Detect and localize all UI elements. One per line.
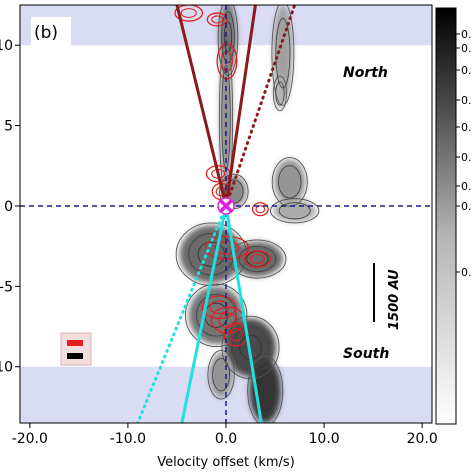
y-tick-label-1: 5 [4,119,13,135]
gray-contour-mid-5 [278,202,311,220]
colorbar-tick-label-7: 0. [461,200,472,213]
red-contour-5 [251,202,269,217]
colorbar-tick-label-4: 0. [461,121,472,134]
legend-swatch-red [67,340,83,346]
red-contour-inner-6 [214,241,240,255]
colorbar-ticks: 0.0.0.0.0.0.0.0.0. [456,28,472,279]
x-axis-label: Velocity offset (km/s) [157,455,295,470]
colorbar-tick-label-8: 0. [461,266,472,279]
red-contour-0 [174,5,204,22]
gray-contour-outer-4 [271,157,308,207]
cyan-solid-line-0 [180,204,228,423]
colorbar-tick-label-2: 0. [461,64,472,77]
colorbar-tick-label-6: 0. [461,180,472,193]
gray-contour-inner-11 [258,376,273,405]
gray-contour-outer-9 [184,283,248,347]
gray-contour-mid-4 [278,165,302,199]
maroon-solid-line-1 [224,5,257,208]
x-tick-label-3: 10.0 [309,431,340,447]
red-contour-inner-0 [180,8,197,19]
red-contour-inner-2 [221,50,233,72]
legend-box [60,332,92,366]
panel-label: (b) [34,23,58,43]
gray-contour-mid-12 [212,358,231,392]
colorbar-tick-label-1: 0. [461,42,472,55]
gray-contour-mid-8 [238,245,277,273]
x-tick-label-0: -20.0 [12,431,48,447]
y-tick-label-0: 10 [0,38,13,54]
colorbar-tick-label-3: 0. [461,94,472,107]
gray-contour-outer-2 [271,5,295,106]
gray-contour-outer-3 [272,75,287,112]
x-tick-label-1: -10.0 [110,431,146,447]
gray-contour-outer-12 [207,350,235,400]
colorbar-gradient [435,7,457,425]
colorbar-tick-label-5: 0. [461,151,472,164]
fit-lines [136,5,297,423]
red-contour-inner-1 [211,15,224,24]
red-contour-6 [204,235,250,260]
red-contour-inner-7 [249,254,265,264]
source-marker [217,197,235,215]
red-contour-2 [216,42,238,80]
red-contour-7 [243,250,271,268]
source-marker-cross [219,199,233,213]
plot-area: (b) North South 1500 AU -20.0 -10.0 0.0 10.… [0,4,438,470]
y-tick-label-3: -5 [0,279,13,295]
x-tick-label-2: 0.0 [215,431,237,447]
colorbar: 0.0.0.0.0.0.0.0.0. [435,7,472,425]
gray-contour-outer-11 [247,355,284,423]
legend-swatch-black [67,353,83,359]
red-contour-inner-5 [255,205,266,214]
red-contour-inner-10 [228,327,243,342]
gray-contour-mid-3 [275,81,285,106]
x-axis-ticks: -20.0 -10.0 0.0 10.0 20.0 [12,423,438,447]
gray-contour-mid-0 [221,11,235,64]
scale-bar-label: 1500 AU [387,269,402,330]
panel-label-box [31,17,71,47]
gray-contour-outer-5 [270,198,320,224]
y-tick-label-2: 0 [4,199,13,215]
region-label-north: North [343,65,388,81]
y-axis-ticks: 10 5 0 -5 -10 [0,38,20,376]
gray-contour-outer-0 [217,5,239,76]
region-label-south: South [343,346,389,362]
gray-contour-mid-10 [231,326,270,369]
gray-contour-mid-9 [195,293,237,337]
gray-contour-mid-11 [253,367,277,415]
y-tick-label-4: -10 [0,360,13,376]
gray-contour-outer-10 [221,315,280,380]
x-tick-label-4: 20.0 [407,431,438,447]
red-contour-inner-9 [218,312,238,328]
maroon-dotted-line-0 [224,5,297,208]
cyan-solid-line-1 [224,204,263,423]
gray-contour-mid-2 [275,18,291,89]
red-contour-1 [206,12,228,27]
maroon-solid-line-0 [175,5,228,208]
colorbar-tick-label-0: 0. [461,28,472,41]
